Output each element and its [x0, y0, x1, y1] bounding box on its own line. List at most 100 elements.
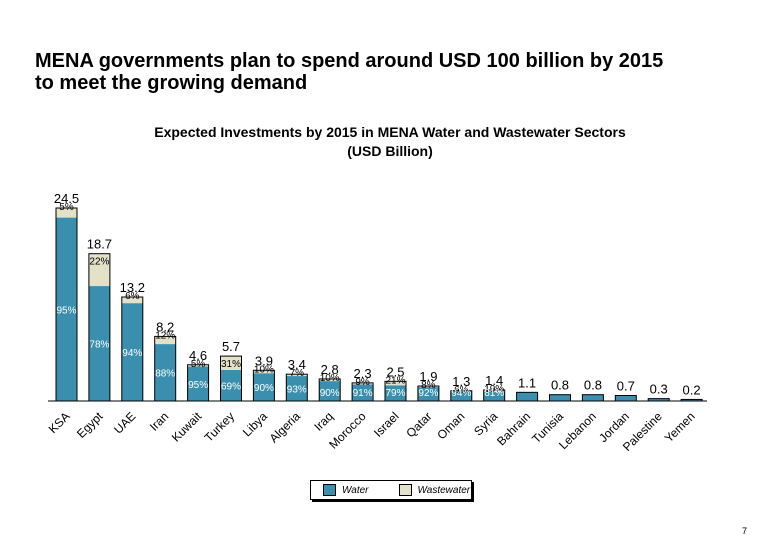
slide-title-line-1: MENA governments plan to spend around US… [35, 50, 664, 72]
wastewater-share-label-ksa: 5% [59, 202, 74, 213]
bar-outline-ksa [55, 207, 78, 402]
bar-water-iraq [319, 381, 341, 401]
water-share-label-algeria: 93% [287, 385, 307, 396]
bar-wastewater-kuwait [187, 364, 209, 367]
total-label-jordan: 0.7 [617, 378, 635, 393]
bar-outline-jordan [614, 394, 637, 402]
water-share-label-ksa: 95% [56, 305, 76, 316]
bar-outline-morocco [351, 382, 374, 402]
slide-title-line-2: to meet the growing demand [35, 72, 308, 94]
bar-outline-qatar [417, 385, 440, 402]
wastewater-share-label-oman: 6% [454, 385, 469, 396]
bar-water-kuwait [187, 366, 209, 401]
bar-water-egypt [88, 286, 110, 401]
legend-item-water: Water [323, 484, 369, 496]
water-share-label-syria: 81% [484, 388, 504, 399]
bar-outline-lebanon [581, 394, 604, 402]
x-tick-label-morocco: Morocco [326, 409, 369, 452]
bar-wastewater-algeria [286, 374, 308, 377]
bar-outline-syria [483, 389, 506, 402]
bar-wastewater-morocco [352, 382, 374, 385]
bar-water-tunisia [549, 394, 571, 401]
total-label-bahrain: 1.1 [518, 375, 536, 390]
bar-outline-tunisia [549, 394, 571, 402]
water-share-label-morocco: 91% [353, 388, 373, 399]
total-label-iraq: 2.8 [321, 362, 339, 377]
x-tick-label-israel: Israel [371, 409, 402, 440]
total-label-egypt: 18.7 [87, 237, 112, 252]
total-label-ksa: 24.5 [54, 191, 79, 206]
x-tick-label-algeria: Algeria [267, 409, 304, 446]
bar-wastewater-libya [253, 370, 275, 374]
legend-label-water: Water [342, 484, 369, 496]
bar-wastewater-egypt [88, 253, 110, 287]
bar-water-uae [121, 303, 143, 401]
bar-outline-egypt [88, 253, 111, 402]
total-label-uae: 13.2 [120, 280, 145, 295]
legend-swatch-wastewater [398, 484, 412, 496]
bar-water-yemen [681, 399, 703, 401]
bar-outline-turkey [220, 355, 242, 402]
bar-chart: 24.55%95%KSA18.722%78%Egypt13.26%94%UAE8… [46, 191, 707, 454]
bar-water-turkey [220, 370, 242, 401]
total-label-yemen: 0.2 [683, 382, 701, 397]
bar-water-qatar [417, 387, 439, 401]
bar-wastewater-qatar [417, 386, 439, 388]
bar-water-ksa [56, 217, 77, 401]
total-label-palestine: 0.3 [650, 382, 668, 397]
x-tick-label-syria: Syria [471, 409, 500, 438]
water-share-label-kuwait: 95% [188, 380, 208, 391]
total-label-qatar: 1.9 [419, 369, 437, 384]
bar-outline-kuwait [187, 364, 210, 402]
x-tick-label-kuwait: Kuwait [169, 409, 205, 445]
wastewater-share-label-egypt: 22% [89, 257, 109, 268]
bar-wastewater-israel [385, 381, 406, 386]
total-label-algeria: 3.4 [288, 357, 306, 372]
wastewater-share-label-morocco: 9% [355, 377, 370, 388]
wastewater-share-label-israel: 21% [385, 375, 405, 386]
legend-swatch-water [323, 484, 336, 496]
total-label-libya: 3.9 [255, 353, 273, 368]
water-share-label-iraq: 90% [320, 388, 340, 399]
bar-water-algeria [286, 376, 308, 401]
bar-outline-israel [384, 380, 407, 402]
x-tick-label-qatar: Qatar [403, 409, 434, 440]
bar-water-libya [253, 373, 275, 401]
wastewater-share-label-turkey: 31% [221, 359, 241, 370]
wastewater-share-label-iraq: 10% [320, 373, 340, 384]
page-number: 7 [742, 526, 748, 536]
bar-wastewater-uae [121, 297, 143, 304]
x-tick-label-libya: Libya [240, 409, 270, 439]
legend-label-wastewater: Wastewater [417, 484, 471, 496]
bar-wastewater-iraq [319, 378, 341, 382]
total-label-syria: 1.4 [485, 373, 503, 388]
wastewater-share-label-kuwait: 5% [191, 359, 206, 370]
wastewater-share-label-libya: 10% [254, 364, 274, 375]
bar-wastewater-syria [483, 389, 505, 393]
water-share-label-uae: 94% [122, 348, 142, 359]
water-share-label-oman: 94% [451, 388, 471, 399]
water-share-label-iran: 88% [155, 369, 175, 380]
water-share-label-qatar: 92% [418, 388, 438, 399]
bar-outline-uae [121, 296, 144, 402]
bar-water-lebanon [582, 394, 604, 401]
total-label-oman: 1.3 [452, 374, 470, 389]
x-tick-label-bahrain: Bahrain [494, 409, 533, 448]
total-label-turkey: 5.7 [222, 339, 240, 354]
total-label-israel: 2.5 [386, 364, 404, 379]
total-label-kuwait: 4.6 [189, 348, 207, 363]
x-tick-label-yemen: Yemen [662, 409, 698, 445]
legend-item-wastewater: Wastewater [398, 484, 471, 496]
bar-water-syria [483, 392, 505, 401]
water-share-label-turkey: 69% [221, 382, 241, 393]
bar-outline-oman [450, 390, 473, 402]
bar-wastewater-iran [154, 336, 176, 345]
wastewater-share-label-qatar: 8% [421, 380, 436, 391]
chart-title-text: Expected Investments by 2015 in MENA Wat… [154, 124, 626, 140]
wastewater-share-label-iran: 12% [155, 330, 175, 341]
bar-water-palestine [648, 398, 670, 401]
bar-water-israel [385, 385, 406, 401]
wastewater-share-label-syria: 19% [484, 384, 504, 395]
bar-outline-yemen [680, 398, 703, 402]
total-label-lebanon: 0.8 [584, 378, 602, 393]
